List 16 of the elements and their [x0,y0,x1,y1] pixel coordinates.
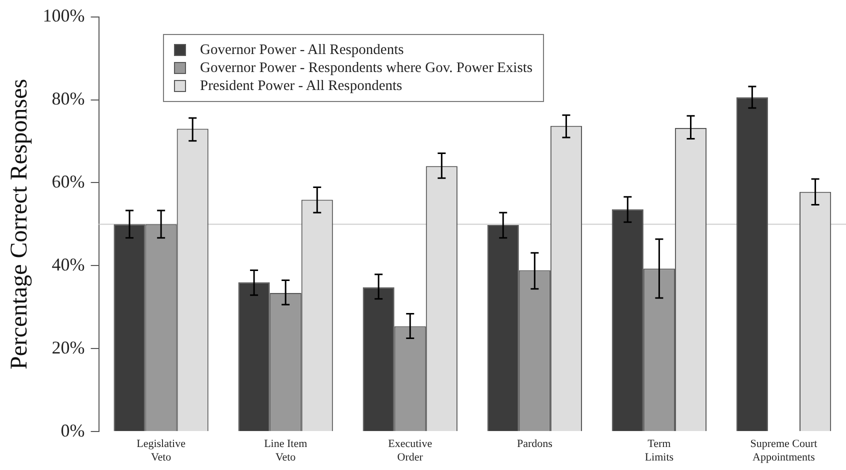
x-tick-label: Pardons [516,438,552,450]
x-tick-label: Line Item Veto [264,438,308,464]
x-tick-label: Supreme Court Appointments [750,438,818,464]
x-tick-label: Executive Order [388,438,432,464]
y-axis-title: Percentage Correct Responses [6,78,33,370]
y-tick-label: 20% [52,337,85,358]
legend-label: Governor Power - Respondents where Gov. Power Exists [200,59,533,77]
x-tick-label: Term Limits [644,438,674,464]
y-tick-label: 0% [60,420,85,440]
x-tick-label: Legislative Veto [136,438,186,464]
legend-label: President Power - All Respondents [200,77,402,95]
y-tick-label: 80% [52,88,85,108]
y-tick-label: 100% [42,6,85,26]
y-tick-label: 40% [52,254,85,274]
legend-label: Governor Power - All Respondents [200,41,404,59]
y-tick-label: 60% [52,171,85,192]
